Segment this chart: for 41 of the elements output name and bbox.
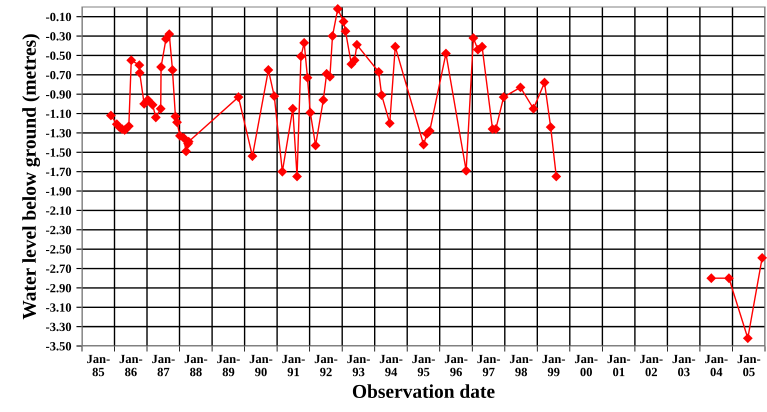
y-tick-label: -2.50 xyxy=(46,245,72,254)
y-tick-label: -0.90 xyxy=(46,90,72,99)
y-tick-label: -0.50 xyxy=(46,51,72,60)
y-tick-label: -3.10 xyxy=(46,303,72,312)
x-tick-label: Jan- 93 xyxy=(347,354,370,376)
x-tick-label: Jan- 00 xyxy=(574,354,598,376)
x-tick-label: Jan- 88 xyxy=(184,354,208,376)
x-tick-label: Jan- 91 xyxy=(282,354,305,376)
y-tick-label: -0.10 xyxy=(46,12,72,22)
y-tick-label: -2.30 xyxy=(46,226,72,234)
y-tick-label: -1.30 xyxy=(46,128,72,138)
x-axis-title: Observation date xyxy=(352,384,495,398)
x-tick-label: Jan- 98 xyxy=(510,354,533,376)
x-tick-label: Jan- 94 xyxy=(380,354,402,376)
x-tick-label: Jan- 95 xyxy=(412,354,435,376)
x-tick-label: Jan- 85 xyxy=(87,354,110,376)
y-tick-label: -2.70 xyxy=(46,264,72,274)
y-tick-label: -3.30 xyxy=(46,322,72,332)
y-tick-label: -1.50 xyxy=(46,148,72,157)
x-tick-label: Jan- 89 xyxy=(217,354,240,376)
x-tick-label: Jan- 90 xyxy=(250,354,272,376)
x-tick-label: Jan- 97 xyxy=(477,354,500,376)
y-tick-label: -1.70 xyxy=(46,168,72,176)
x-tick-label: Jan- 01 xyxy=(608,354,630,376)
y-tick-label: -3.50 xyxy=(46,342,72,351)
x-tick-label: Jan- 02 xyxy=(640,354,663,376)
y-tick-label: -0.30 xyxy=(46,32,72,41)
x-tick-label: Jan- 92 xyxy=(314,354,338,376)
y-tick-label: -2.90 xyxy=(46,284,72,292)
x-tick-label: Jan- 87 xyxy=(152,354,175,376)
x-tick-label: Jan- 96 xyxy=(444,354,468,376)
y-tick-label: -0.70 xyxy=(46,70,72,80)
y-tick-label: -1.90 xyxy=(46,187,72,196)
x-tick-label: Jan- 05 xyxy=(738,354,760,376)
x-tick-label: Jan- 03 xyxy=(672,354,696,376)
x-tick-label: Jan- 99 xyxy=(542,354,566,376)
x-tick-label: Jan- 04 xyxy=(705,354,728,376)
y-tick-label: -1.10 xyxy=(46,110,72,118)
y-axis-title: Water level below ground (metres) xyxy=(22,34,40,320)
y-tick-label: -2.10 xyxy=(46,206,72,215)
x-tick-label: Jan- 86 xyxy=(120,354,142,376)
